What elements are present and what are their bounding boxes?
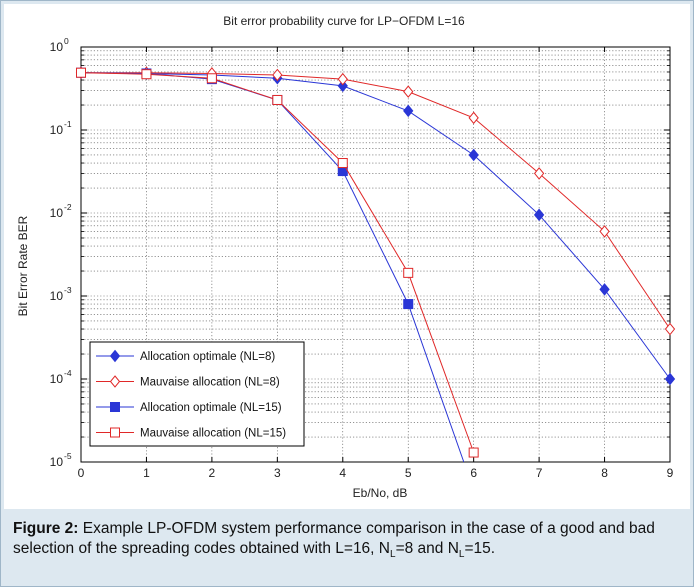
legend-item: Mauvaise allocation (NL=15) bbox=[96, 427, 286, 440]
x-tick-label: 0 bbox=[78, 466, 85, 480]
data-point bbox=[599, 283, 610, 296]
y-tick-label-base: 10 bbox=[50, 123, 64, 137]
legend-item: Mauvaise allocation (NL=8) bbox=[96, 375, 280, 389]
data-point bbox=[337, 158, 348, 169]
caption-text-3: =15. bbox=[464, 540, 496, 557]
caption-text-2: =8 and N bbox=[395, 540, 459, 557]
y-tick-label-base: 10 bbox=[50, 289, 64, 303]
x-tick-label: 4 bbox=[339, 466, 346, 480]
y-tick-label-exponent: -4 bbox=[64, 368, 72, 378]
figure-caption: Figure 2: Example LP-OFDM system perform… bbox=[13, 519, 685, 561]
y-tick-label-base: 10 bbox=[50, 372, 64, 386]
caption-sub-2: L bbox=[458, 549, 465, 561]
caption-label: Figure 2: bbox=[13, 520, 79, 537]
data-point bbox=[403, 104, 414, 118]
x-axis-label: Eb/No, dB bbox=[353, 486, 408, 500]
caption-text-1: Example LP-OFDM system performance compa… bbox=[13, 520, 655, 557]
grid bbox=[80, 47, 671, 463]
x-tick-label: 5 bbox=[405, 466, 412, 480]
y-tick-label-base: 10 bbox=[50, 40, 64, 54]
legend: Allocation optimale (NL=8) Mauvaise alloc… bbox=[89, 341, 305, 447]
y-axis-label: Bit Error Rate BER bbox=[16, 215, 30, 316]
x-tick-label: 6 bbox=[470, 466, 477, 480]
series-line bbox=[81, 72, 671, 330]
data-point bbox=[337, 72, 348, 86]
x-tick-label: 9 bbox=[667, 466, 674, 480]
y-tick-label-base: 10 bbox=[50, 455, 64, 469]
data-point bbox=[272, 68, 283, 82]
chart-title: Bit error probability curve for LP−OFDM … bbox=[223, 14, 465, 28]
x-tick-label: 1 bbox=[143, 466, 150, 480]
data-point bbox=[599, 225, 610, 238]
data-point bbox=[664, 322, 676, 336]
series-4 bbox=[76, 67, 479, 458]
legend-marker bbox=[110, 427, 120, 438]
legend-item: Allocation optimale (NL=15) bbox=[96, 402, 282, 414]
data-point bbox=[468, 148, 479, 162]
legend-label: Mauvaise allocation (NL=8) bbox=[140, 377, 280, 389]
data-point bbox=[403, 299, 414, 310]
legend-marker bbox=[109, 349, 121, 363]
legend-item: Allocation optimale (NL=8) bbox=[96, 349, 275, 363]
y-tick-label-exponent: -1 bbox=[64, 119, 72, 129]
data-point bbox=[403, 267, 414, 278]
x-axis: 0 1 2 3 4 5 6 7 8 9 bbox=[78, 47, 674, 480]
legend-marker bbox=[110, 402, 120, 412]
data-point bbox=[533, 167, 545, 180]
data-point bbox=[272, 94, 283, 105]
data-point bbox=[533, 208, 545, 222]
legend-label: Allocation optimale (NL=15) bbox=[140, 402, 282, 414]
y-tick-label-exponent: 0 bbox=[64, 36, 69, 46]
x-tick-label: 2 bbox=[209, 466, 216, 480]
x-tick-label: 3 bbox=[274, 466, 281, 480]
legend-label: Allocation optimale (NL=8) bbox=[140, 351, 275, 363]
data-point bbox=[337, 79, 348, 93]
series-2 bbox=[75, 66, 676, 336]
legend-box bbox=[89, 341, 305, 447]
y-tick-label-base: 10 bbox=[50, 206, 64, 220]
x-tick-label: 8 bbox=[601, 466, 608, 480]
data-point bbox=[141, 69, 152, 80]
data-point bbox=[664, 372, 676, 386]
caption-sub-1: L bbox=[390, 549, 396, 561]
series-layer bbox=[75, 66, 676, 463]
series-line bbox=[80, 72, 671, 380]
x-tick-label: 7 bbox=[536, 466, 543, 480]
y-tick-label-exponent: -5 bbox=[64, 451, 72, 461]
data-point bbox=[468, 447, 479, 458]
y-tick-label-exponent: -3 bbox=[64, 285, 72, 295]
plot-area bbox=[80, 46, 671, 463]
legend-label: Mauvaise allocation (NL=15) bbox=[140, 428, 286, 440]
data-point bbox=[76, 67, 86, 78]
data-point bbox=[468, 111, 479, 125]
legend-marker bbox=[109, 375, 121, 388]
y-tick-label-exponent: -2 bbox=[64, 202, 72, 212]
data-point bbox=[206, 73, 217, 84]
data-point bbox=[403, 85, 414, 98]
